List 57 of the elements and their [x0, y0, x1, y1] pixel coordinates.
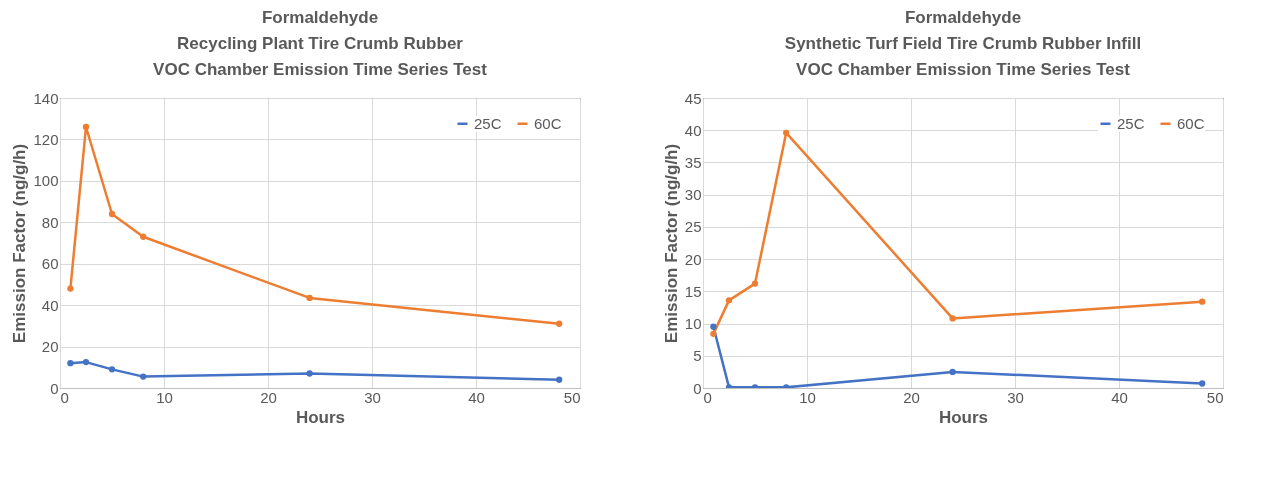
x-tick-label: 50 [1206, 388, 1224, 406]
x-tick-label: 20 [903, 388, 920, 406]
point [82, 358, 90, 366]
x-axis-title: Hours [938, 407, 989, 427]
y-tick-label: 60 [41, 255, 59, 273]
point [751, 280, 759, 287]
legend-label: 60C [1177, 114, 1205, 132]
x-tick-label: 30 [1007, 388, 1024, 406]
point [140, 373, 147, 380]
point [725, 297, 733, 304]
y-tick-label: 35 [684, 153, 702, 171]
y-tick-label: 10 [684, 315, 702, 333]
point [1199, 380, 1206, 387]
y-tick-label: 30 [684, 186, 702, 204]
y-tick-label: 100 [33, 172, 59, 190]
point [108, 366, 116, 373]
point [556, 376, 563, 383]
x-tick-label: 40 [1111, 388, 1128, 406]
y-tick-label: 120 [33, 130, 59, 148]
x-tick-label: 50 [563, 388, 581, 406]
point [67, 359, 74, 367]
y-tick-label: 45 [684, 89, 702, 107]
point [108, 210, 116, 218]
point [140, 233, 147, 240]
x-tick-label: 40 [468, 388, 485, 406]
legend-label: 25C [474, 114, 502, 132]
y-tick-label: 40 [41, 296, 59, 314]
point [710, 330, 717, 338]
point [949, 368, 956, 376]
point [783, 129, 790, 136]
point [1199, 298, 1206, 305]
y-tick-label: 20 [41, 338, 59, 356]
legend-label: 25C [1117, 114, 1145, 132]
x-tick-label: 20 [260, 388, 277, 406]
y-axis-title: Emission Factor (ng/g/h) [10, 143, 30, 344]
y-tick-label: 25 [684, 218, 702, 236]
chart-title: Formaldehyde Synthetic Turf Field Tire Crumb Rubber Infill VOC Chamber Emission Time Series Test [784, 8, 1142, 79]
y-tick-label: 140 [33, 89, 59, 107]
y-axis-title: Emission Factor (ng/g/h) [661, 143, 681, 344]
y-tick-label: 40 [684, 121, 702, 139]
point [949, 315, 956, 322]
y-tick-label: 80 [41, 213, 59, 231]
y-tick-label: 15 [684, 282, 702, 300]
point [710, 323, 717, 330]
point [82, 123, 90, 131]
x-tick-label: 30 [364, 388, 381, 406]
x-tick-label: 10 [156, 388, 173, 406]
legend-label: 60C [534, 114, 562, 132]
point [306, 370, 313, 377]
x-axis-title: Hours [295, 407, 346, 427]
point [556, 320, 563, 327]
chart-title: Formaldehyde Recycling Plant Tire Crumb Rubber VOC Chamber Emission Time Series Test [153, 8, 488, 79]
y-tick-label: 5 [693, 347, 702, 365]
point [306, 294, 313, 302]
point [67, 285, 74, 292]
x-tick-label: 10 [799, 388, 816, 406]
y-tick-label: 20 [684, 250, 702, 268]
